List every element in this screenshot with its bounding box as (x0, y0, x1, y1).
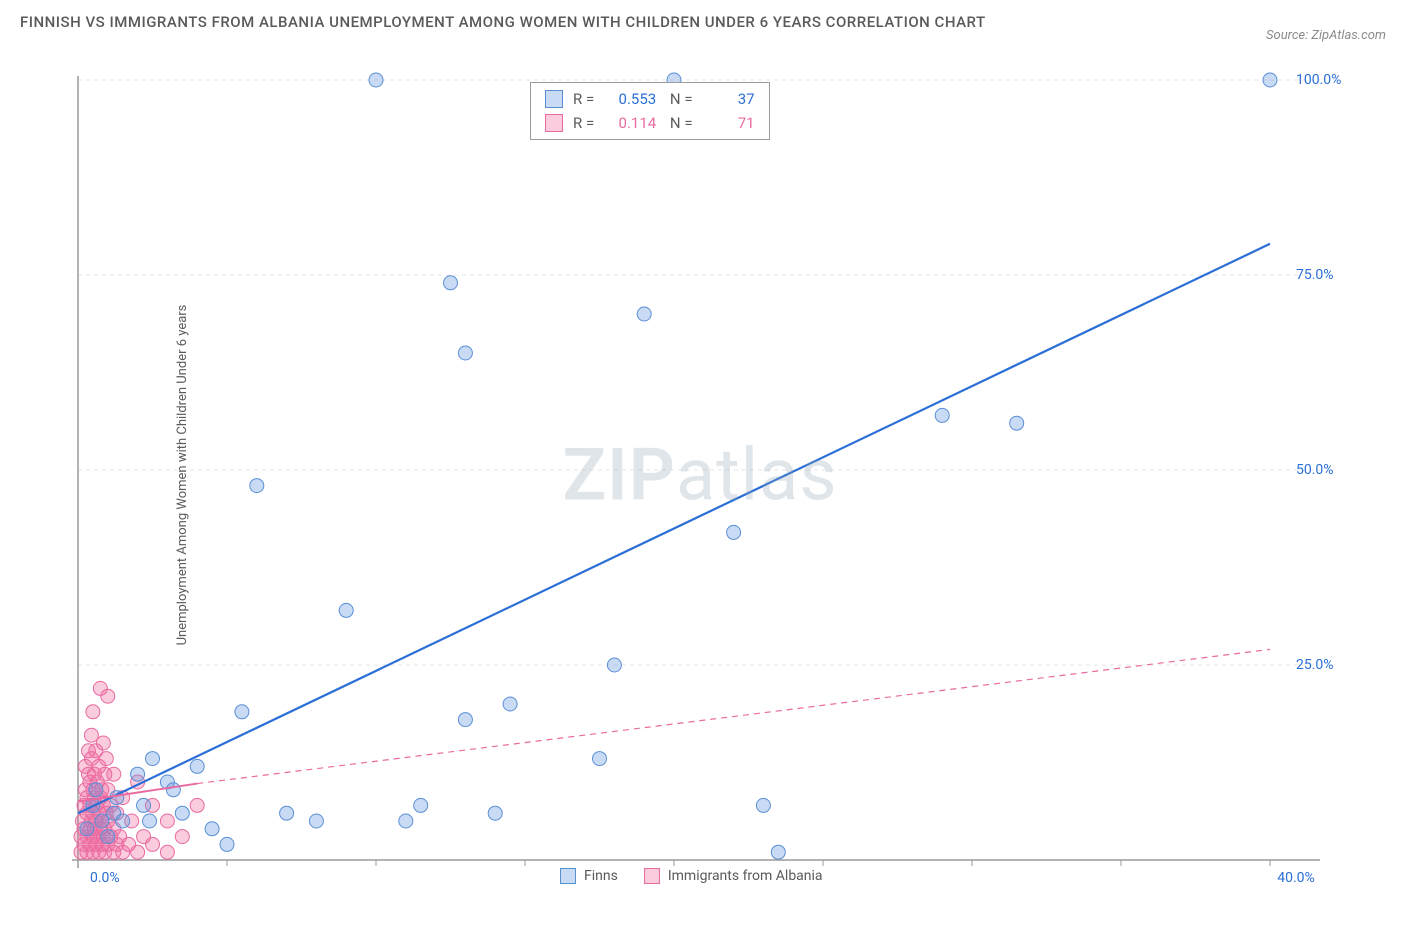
legend-label: Finns (584, 868, 618, 884)
legend-stats-row: R = 0.114 N = 71 (545, 111, 755, 135)
x-tick-label: 0.0% (90, 870, 120, 886)
legend-item: Immigrants from Albania (644, 868, 823, 884)
legend-n-label: N = (666, 87, 692, 111)
y-tick-label: 100.0% (1296, 72, 1341, 88)
y-tick-label: 75.0% (1296, 267, 1334, 283)
legend-swatch (545, 90, 563, 108)
legend-label: Immigrants from Albania (668, 868, 823, 884)
legend-swatch (644, 868, 660, 884)
legend-r-value: 0.553 (604, 87, 656, 111)
scatter-plot (60, 70, 1340, 880)
chart-area: Unemployment Among Women with Children U… (60, 70, 1340, 880)
legend-n-value: 71 (703, 111, 755, 135)
x-tick-label: 40.0% (1277, 870, 1315, 886)
y-tick-label: 50.0% (1296, 462, 1334, 478)
legend-bottom: Finns Immigrants from Albania (560, 868, 823, 884)
chart-title: FINNISH VS IMMIGRANTS FROM ALBANIA UNEMP… (20, 10, 986, 34)
legend-stats-box: R = 0.553 N = 37 R = 0.114 N = 71 (530, 82, 770, 140)
legend-item: Finns (560, 868, 618, 884)
legend-swatch (560, 868, 576, 884)
legend-stats-row: R = 0.553 N = 37 (545, 87, 755, 111)
legend-r-value: 0.114 (604, 111, 656, 135)
legend-r-label: R = (573, 87, 594, 111)
y-tick-label: 25.0% (1296, 657, 1334, 673)
source-label: Source: ZipAtlas.com (1266, 28, 1386, 43)
legend-n-value: 37 (703, 87, 755, 111)
legend-n-label: N = (666, 111, 692, 135)
legend-r-label: R = (573, 111, 594, 135)
legend-swatch (545, 114, 563, 132)
